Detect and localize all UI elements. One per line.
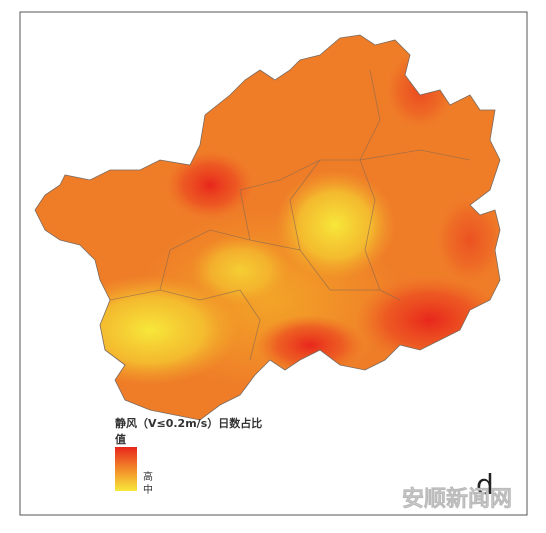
legend-low: 中 [143, 483, 153, 496]
legend-ramp [115, 447, 137, 491]
frame [19, 11, 528, 516]
watermark: 安顺新闻网 [402, 486, 512, 512]
legend-subtitle: 值 [115, 432, 126, 446]
panel-label: d [476, 468, 494, 501]
legend-title: 静风（V≤0.2m/s）日数占比 [115, 416, 262, 430]
province-map [35, 35, 500, 420]
legend-high: 高 [143, 470, 153, 483]
